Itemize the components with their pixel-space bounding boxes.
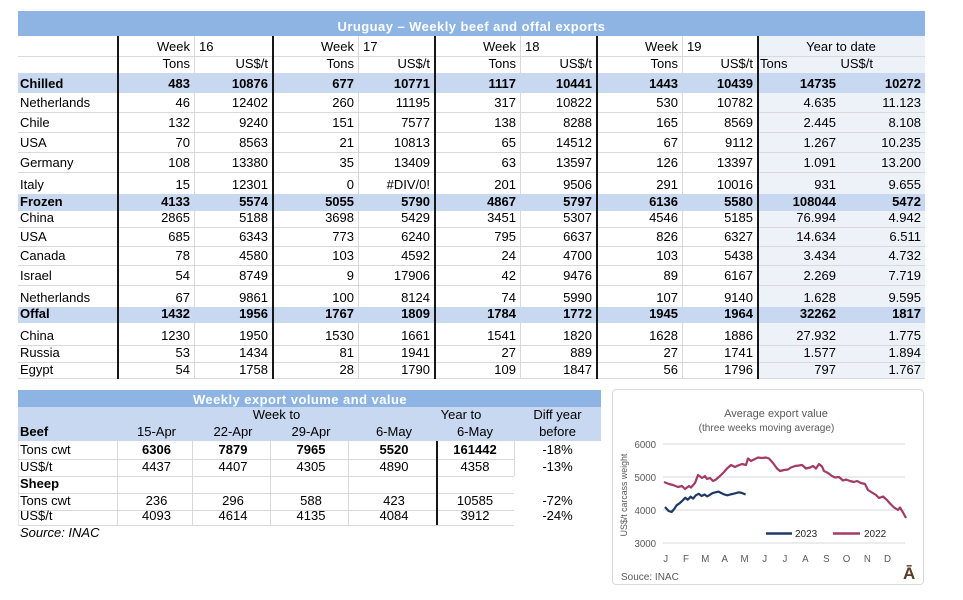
- svg-text:S: S: [823, 554, 830, 565]
- svg-text:Souce: INAC: Souce: INAC: [621, 572, 679, 583]
- svg-text:A: A: [802, 554, 809, 565]
- svg-text:3000: 3000: [634, 539, 656, 550]
- svg-text:M: M: [701, 554, 709, 565]
- svg-text:A: A: [721, 554, 728, 565]
- svg-text:6000: 6000: [634, 440, 656, 451]
- svg-text:2022: 2022: [864, 529, 887, 540]
- svg-text:M: M: [741, 554, 749, 565]
- svg-text:N: N: [864, 554, 871, 565]
- svg-text:F: F: [683, 554, 689, 565]
- svg-text:5000: 5000: [634, 473, 656, 484]
- svg-text:Average export value: Average export value: [724, 408, 828, 420]
- svg-text:O: O: [843, 554, 851, 565]
- svg-text:4000: 4000: [634, 506, 656, 517]
- svg-text:(three weeks moving average): (three weeks moving average): [699, 423, 835, 434]
- svg-text:D: D: [884, 554, 891, 565]
- svg-text:J: J: [762, 554, 767, 565]
- svg-text:J: J: [663, 554, 668, 565]
- svg-text:US$/t carcass weight: US$/t carcass weight: [619, 453, 629, 536]
- svg-text:J: J: [782, 554, 787, 565]
- svg-text:2023: 2023: [795, 529, 818, 540]
